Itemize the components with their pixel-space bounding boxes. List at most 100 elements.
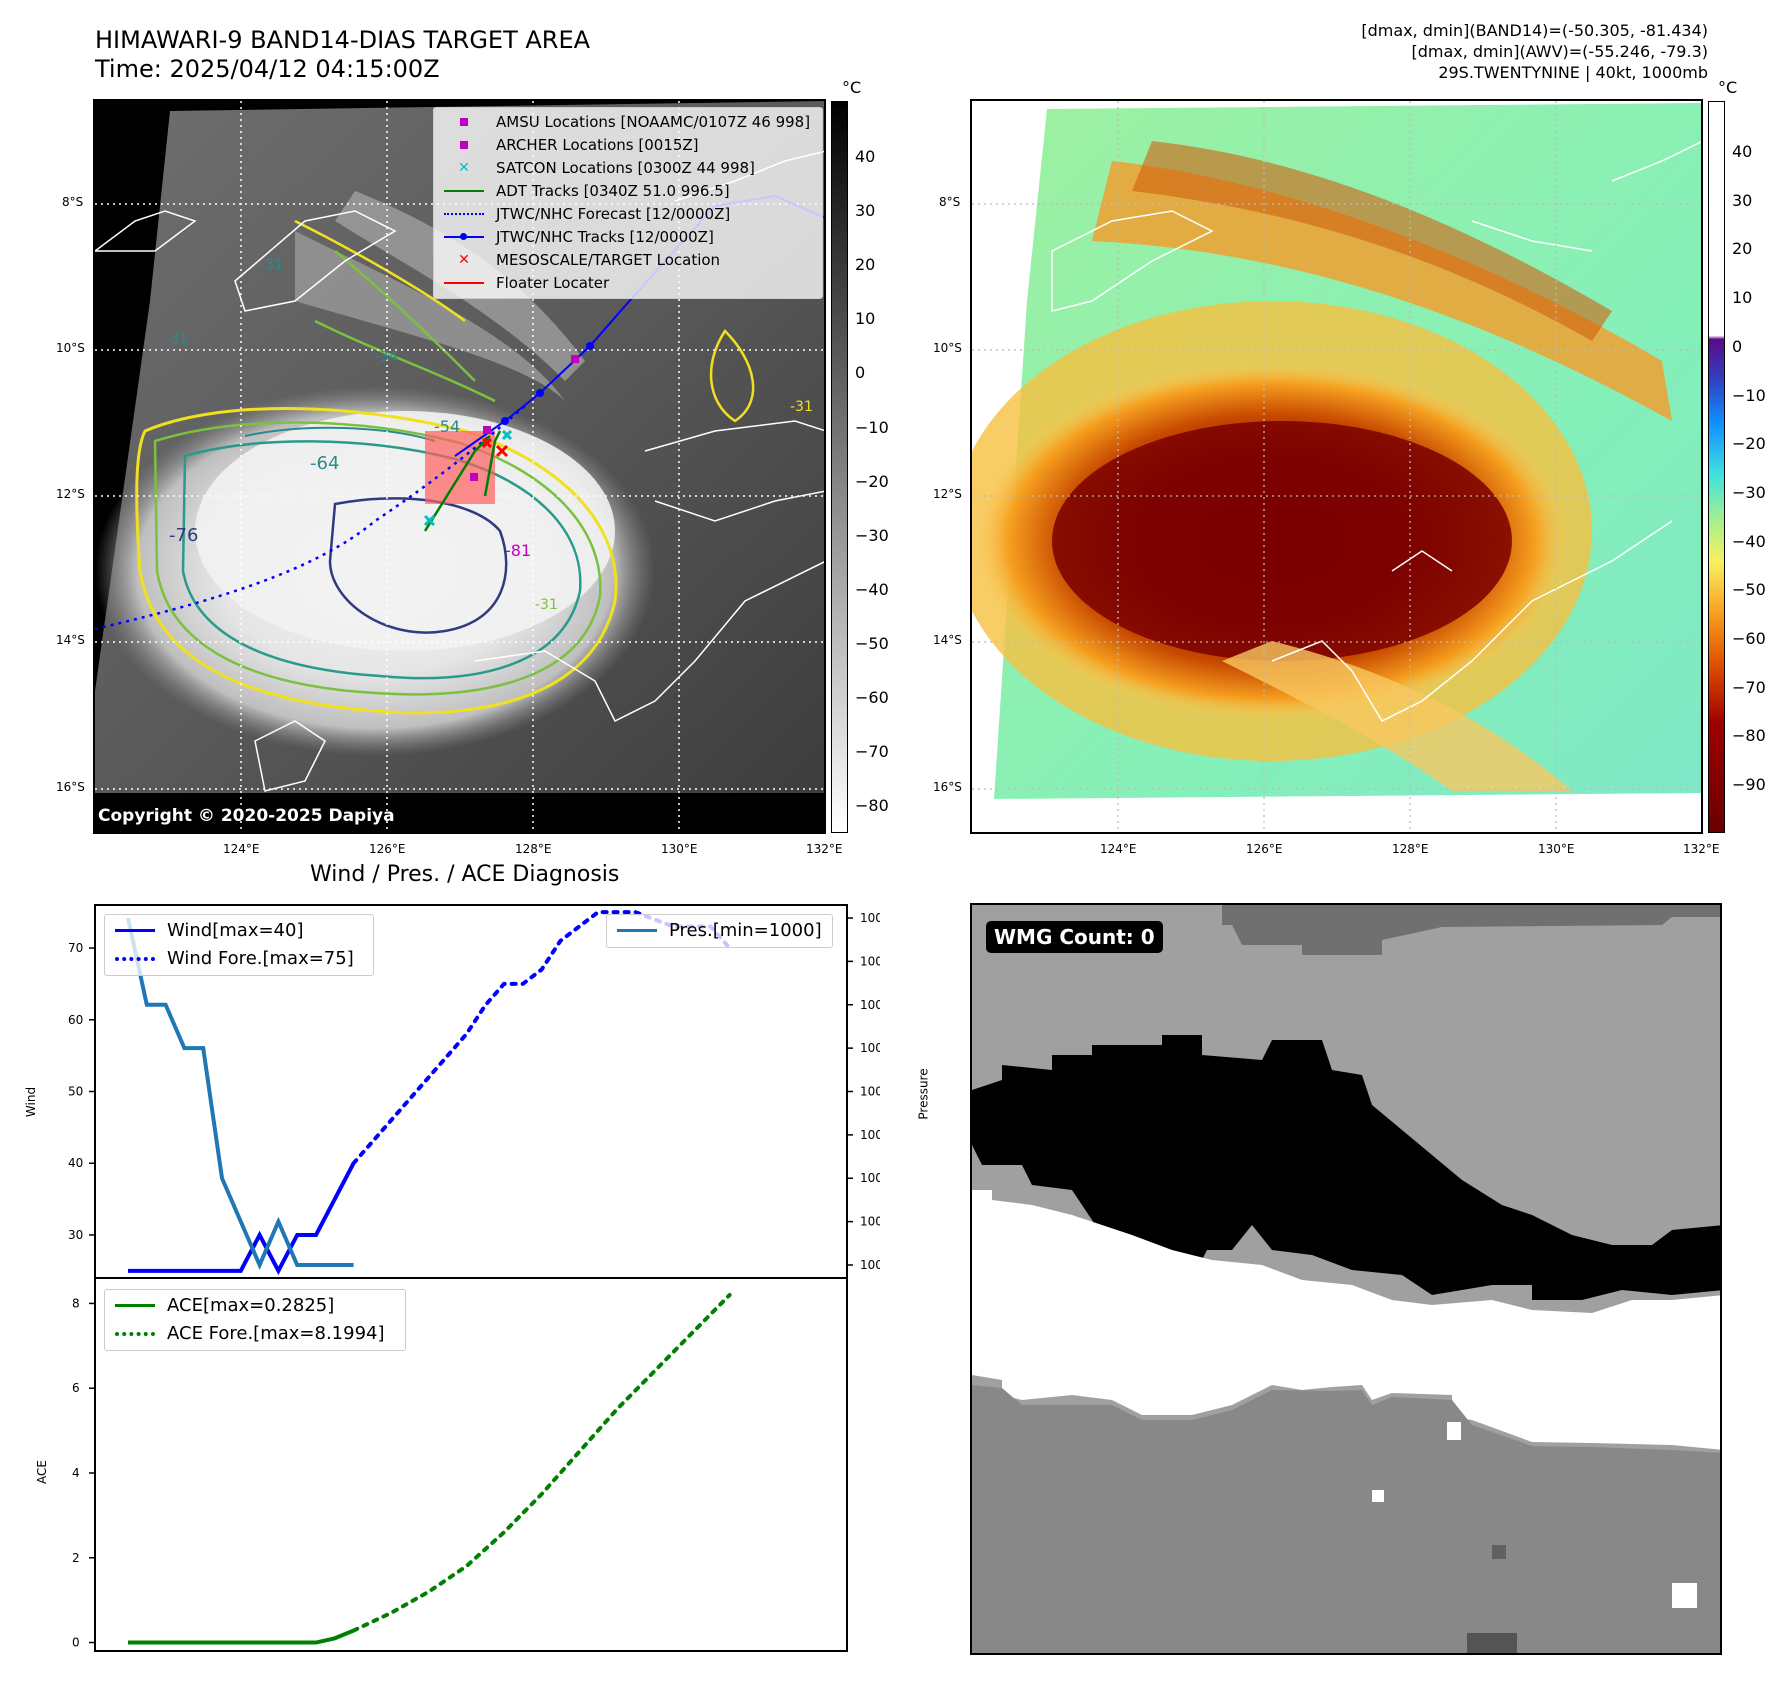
lon-label: 132°E [1683, 842, 1720, 856]
info-line-1: [dmax, dmin](BAND14)=(-50.305, -81.434) [1361, 21, 1708, 40]
wind-legend: Wind[max=40] Wind Fore.[max=75] [104, 914, 374, 976]
lat-label: 10°S [56, 341, 85, 355]
colorbar-right-unit: °C [1718, 78, 1738, 97]
pressure-ylabel: Pressure [916, 1068, 931, 1120]
colorbar-tick-label: 20 [1732, 239, 1753, 259]
colorbar-tick-label: −10 [855, 417, 889, 437]
lon-label: 130°E [661, 842, 698, 856]
awv-map-panel [970, 99, 1703, 834]
lat-label: 16°S [56, 780, 85, 794]
lat-label: 8°S [939, 195, 961, 209]
lat-label: 12°S [933, 487, 962, 501]
contour-label: -31 [790, 399, 813, 415]
colorbar-tick-label: 0 [855, 363, 866, 383]
satcon-markers [423, 429, 513, 527]
awv-map-image [972, 101, 1701, 832]
ace-legend: ACE[max=0.2825] ACE Fore.[max=8.1994] [104, 1289, 406, 1351]
colorbar-right [1708, 101, 1725, 833]
colorbar-left-unit: °C [842, 78, 862, 97]
colorbar-left [831, 101, 848, 833]
colorbar-tick-label: −30 [855, 525, 889, 545]
colorbar-tick-label: 30 [1732, 190, 1753, 210]
colorbar-tick-label: 10 [855, 309, 876, 329]
colorbar-tick-label: −80 [1732, 726, 1766, 746]
contour-label: -81 [505, 541, 532, 560]
colorbar-tick-label: −10 [1732, 385, 1766, 405]
legend-item-tracks: JTWC/NHC Tracks [12/0000Z] [442, 226, 714, 248]
lon-label: 124°E [223, 842, 260, 856]
wind-tick-label: 40 [68, 1156, 83, 1170]
wmg-panel [970, 903, 1722, 1655]
pressure-tick-label: 1003 [860, 1128, 880, 1142]
lon-label: 126°E [1246, 842, 1283, 856]
amsu-markers [470, 355, 579, 481]
diagnosis-chart: 7060504030100810071006100510041003100210… [68, 904, 880, 1652]
colorbar-tick-label: 20 [855, 255, 876, 275]
colorbar-tick-label: −60 [1732, 629, 1766, 648]
colorbar-tick-label: 10 [1732, 288, 1753, 308]
contour-label: -54 [434, 417, 461, 436]
colorbar-tick-label: −50 [1732, 580, 1766, 600]
info-line-3: 29S.TWENTYNINE | 40kt, 1000mb [1438, 63, 1708, 82]
contour-label: -31 [165, 331, 188, 347]
pressure-tick-label: 1000 [860, 1258, 880, 1272]
colorbar-tick-label: −20 [1732, 434, 1766, 454]
map-legend: AMSU Locations [NOAAMC/0107Z 46 998] ARC… [433, 107, 823, 299]
wind-tick-label: 30 [68, 1228, 83, 1242]
colorbar-tick-label: 40 [1732, 142, 1753, 161]
pressure-tick-label: 1007 [860, 954, 880, 968]
wind-tick-label: 50 [68, 1085, 83, 1099]
title-line-2: Time: 2025/04/12 04:15:00Z [95, 55, 440, 83]
pressure-tick-label: 1004 [860, 1085, 880, 1099]
forecast-track [95, 405, 526, 631]
lon-label: 132°E [806, 842, 843, 856]
ace-tick-label: 8 [72, 1296, 80, 1310]
colorbar-tick-label: 40 [855, 147, 876, 166]
colorbar-tick-label: −90 [1732, 775, 1766, 795]
awv-gridlines [972, 101, 1701, 832]
legend-item-wind: Wind[max=40] [113, 919, 304, 941]
colorbar-tick-label: 30 [855, 201, 876, 221]
ace-axes-frame [94, 1277, 848, 1652]
legend-item-adt: ADT Tracks [0340Z 51.0 996.5] [442, 180, 730, 202]
lon-label: 124°E [1100, 842, 1137, 856]
wind-series-line [128, 1162, 356, 1276]
wmg-count-badge: WMG Count: 0 [986, 921, 1163, 953]
wind-tick-label: 70 [68, 941, 83, 955]
ace-tick-label: 4 [72, 1466, 80, 1480]
colorbar-tick-label: −50 [855, 633, 889, 653]
title-line-1: HIMAWARI-9 BAND14-DIAS TARGET AREA [95, 26, 591, 54]
info-line-2: [dmax, dmin](AWV)=(-55.246, -79.3) [1411, 42, 1708, 61]
contour-label: -31 [260, 257, 283, 273]
ace-forecast-series-line [351, 1292, 732, 1633]
legend-item-archer: ARCHER Locations [0015Z] [442, 134, 699, 156]
colorbar-tick-label: −80 [855, 796, 889, 816]
contour-label: -76 [169, 525, 199, 546]
lat-label: 8°S [62, 195, 84, 209]
legend-item-ace: ACE[max=0.2825] [113, 1294, 334, 1316]
colorbar-tick-label: −70 [1732, 677, 1766, 697]
lat-label: 12°S [56, 487, 85, 501]
lat-label: 14°S [933, 633, 962, 647]
wind-tick-label: 60 [68, 1013, 83, 1027]
legend-item-satcon: ✕ SATCON Locations [0300Z 44 998] [458, 159, 755, 177]
ace-tick-label: 6 [72, 1381, 80, 1395]
target-markers [481, 437, 509, 458]
colorbar-tick-label: −30 [1732, 482, 1766, 502]
legend-item-floater: Floater Locater [442, 272, 609, 294]
wmg-image [972, 905, 1720, 1653]
ace-series-line [128, 1628, 355, 1645]
pressure-series-line [126, 917, 354, 1271]
lat-label: 14°S [56, 633, 85, 647]
colorbar-tick-label: −20 [855, 471, 889, 491]
lat-label: 16°S [933, 780, 962, 794]
pressure-legend: Pres.[min=1000] [606, 914, 833, 948]
diagnosis-title: Wind / Pres. / ACE Diagnosis [310, 862, 620, 887]
legend-item-amsu: AMSU Locations [NOAAMC/0107Z 46 998] [442, 111, 810, 133]
info-block: [dmax, dmin](BAND14)=(-50.305, -81.434) … [1361, 20, 1708, 83]
wind-ylabel: Wind [24, 1086, 39, 1118]
ir-map-panel: -54 -64 -76 -81 -31 -31 -31 -34 -31 AMSU… [93, 99, 826, 834]
jtwc-track-points [501, 342, 594, 425]
copyright-text: Copyright © 2020-2025 Dapiya [98, 806, 395, 826]
